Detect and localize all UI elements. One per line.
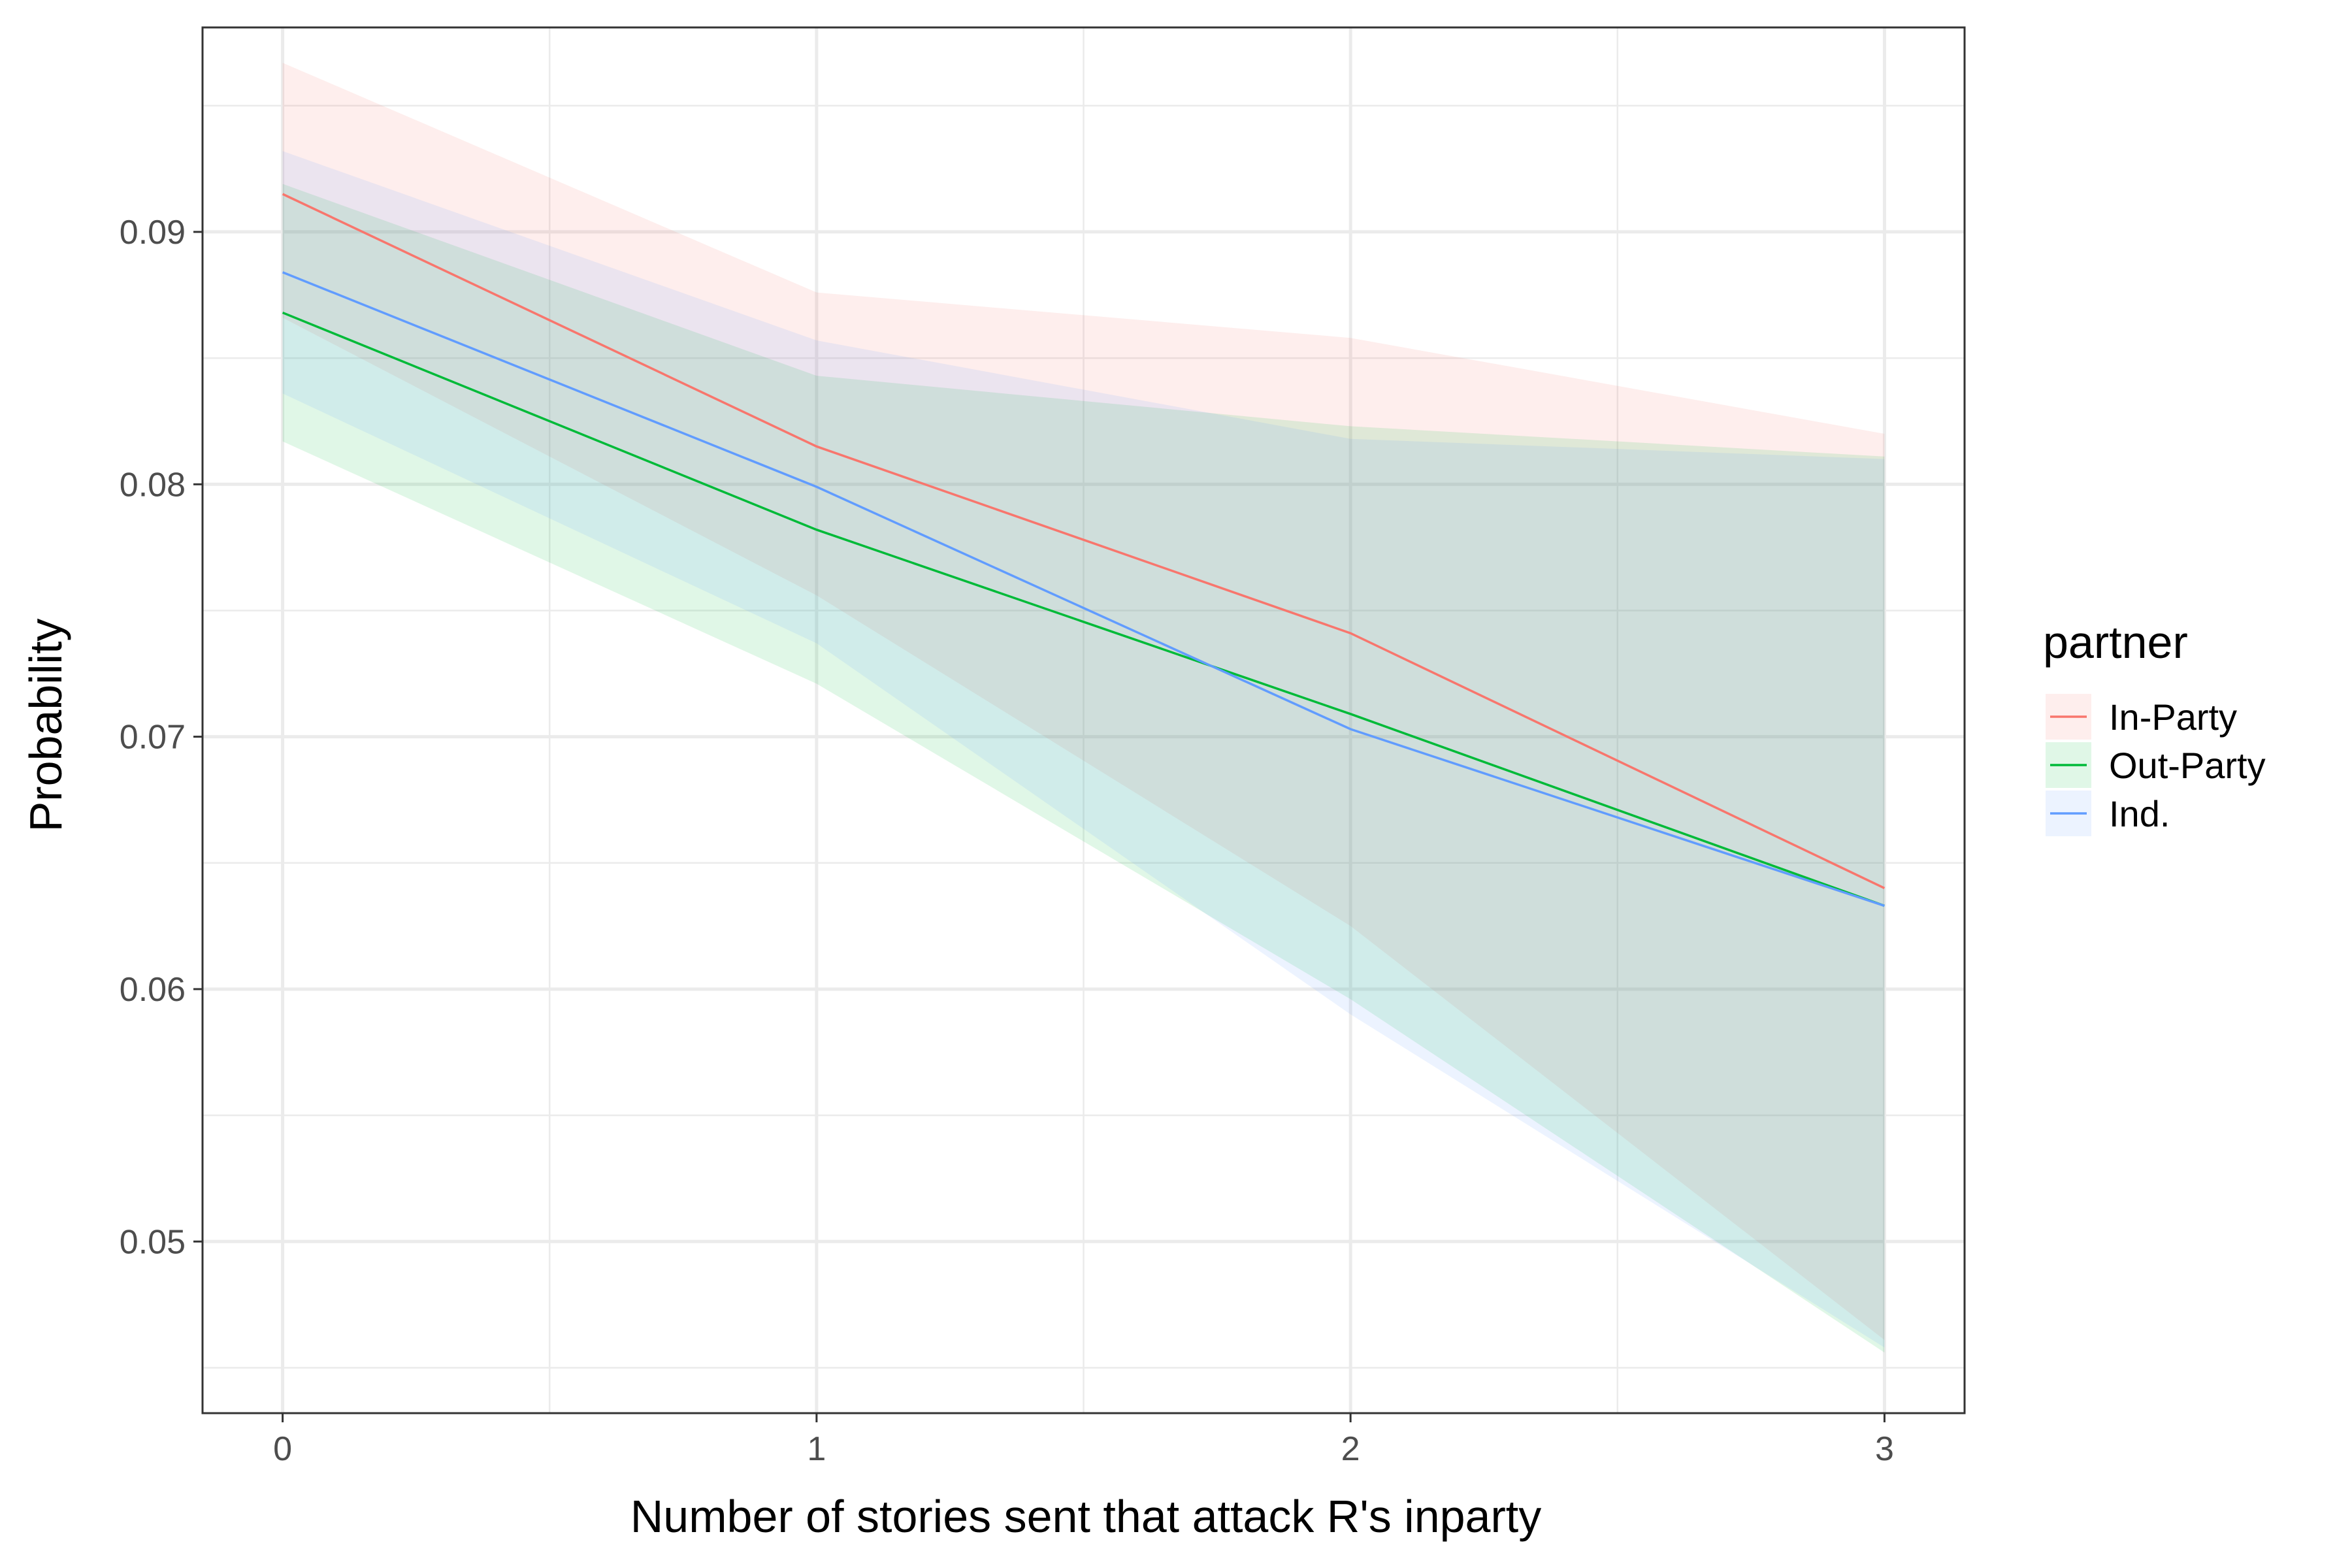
y-axis: 0.05 0.06 0.07 0.08 0.09	[120, 214, 203, 1261]
y-tick-label: 0.07	[120, 719, 186, 757]
legend-items: In-Party Out-Party Ind.	[2046, 694, 2266, 836]
series-lines	[282, 193, 1886, 907]
major-gridlines	[203, 27, 1965, 1413]
legend-label: Ind.	[2109, 793, 2170, 834]
line-series-1	[282, 311, 1886, 907]
panel-border	[201, 26, 1966, 1414]
y-tick-label: 0.05	[120, 1223, 186, 1261]
y-tick-label: 0.06	[120, 971, 186, 1009]
legend-label: In-Party	[2109, 696, 2237, 738]
y-axis-title: Probability	[20, 619, 71, 832]
y-tick-label: 0.08	[120, 466, 186, 504]
plot-panel	[201, 26, 1966, 1414]
x-tick-label: 0	[273, 1430, 292, 1468]
y-tick-label: 0.09	[120, 214, 186, 252]
x-tick-label: 3	[1875, 1430, 1894, 1468]
x-axis: 0 1 2 3	[273, 1413, 1894, 1468]
x-tick-label: 1	[807, 1430, 826, 1468]
x-axis-title: Number of stories sent that attack R's i…	[630, 1491, 1542, 1542]
legend: partner In-Party Out-Party Ind.	[2043, 617, 2266, 836]
ribbon-series-2	[282, 151, 1885, 1348]
legend-label: Out-Party	[2109, 745, 2266, 786]
x-tick-label: 2	[1341, 1430, 1360, 1468]
line-series-2	[282, 271, 1885, 907]
line-series-0	[282, 193, 1886, 889]
legend-title: partner	[2043, 617, 2188, 668]
